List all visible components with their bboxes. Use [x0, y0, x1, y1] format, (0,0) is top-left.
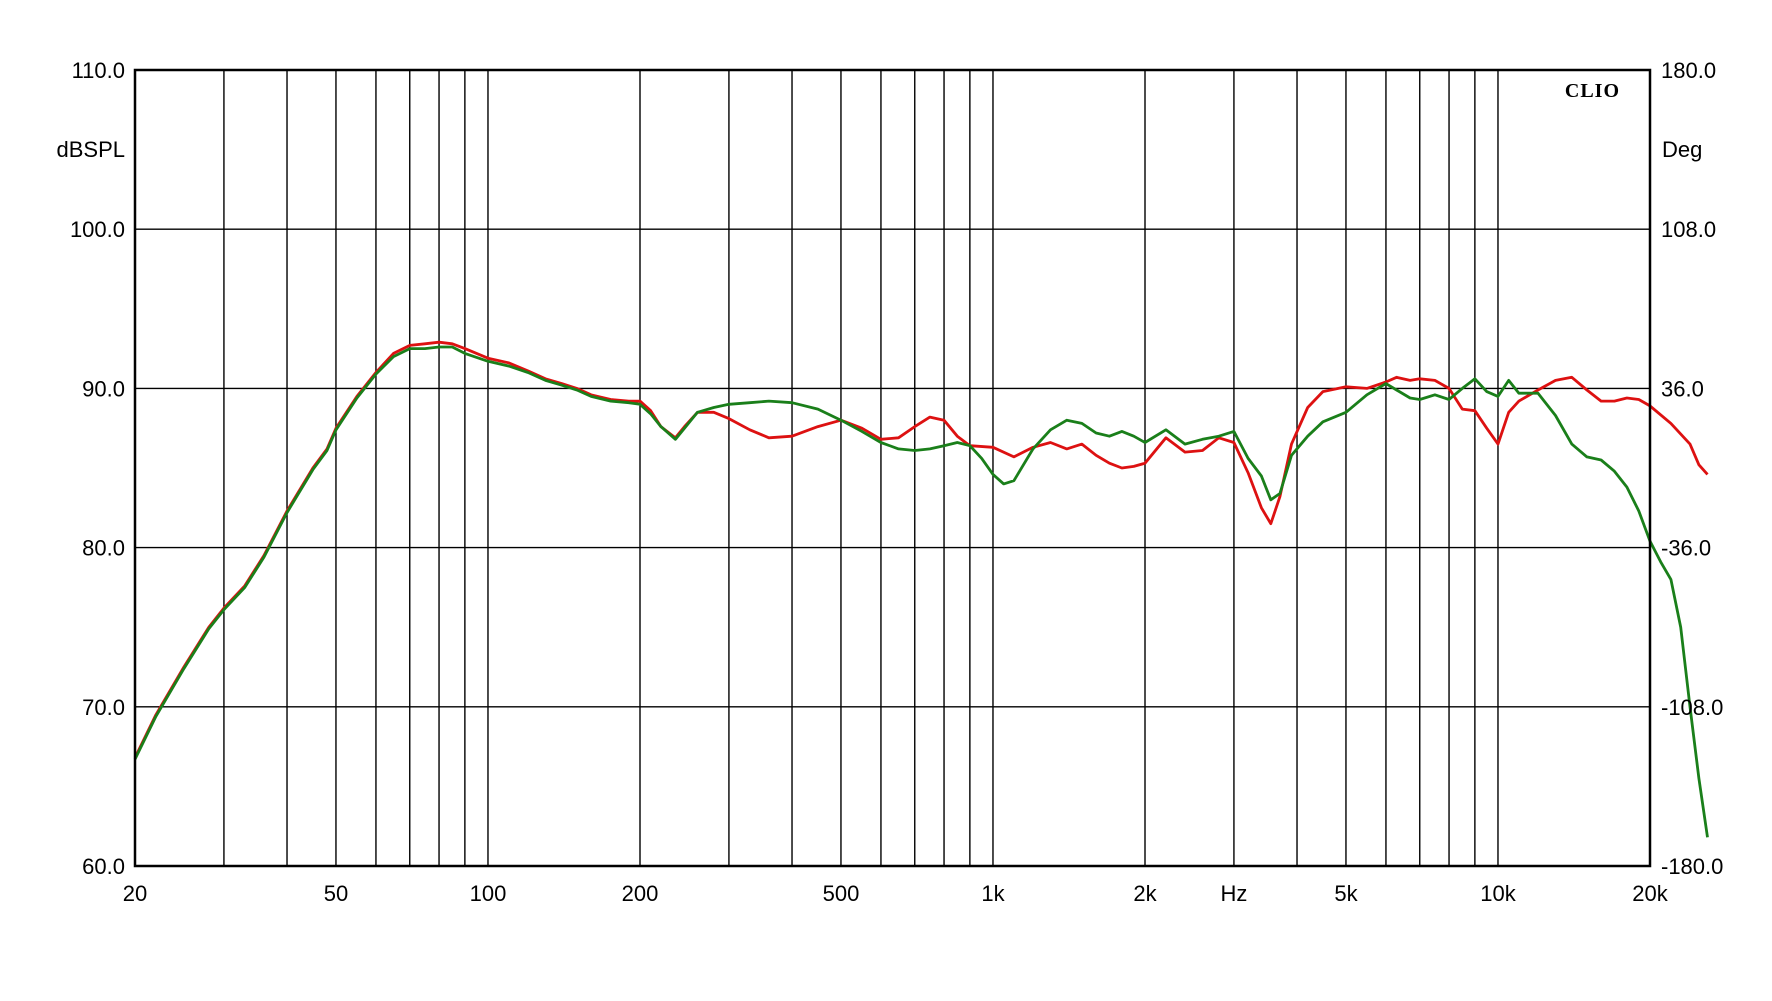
- y-left-tick-labels: 60.0 70.0 80.0 90.0 100.0 110.0: [70, 58, 125, 879]
- x-tick-label: 100: [470, 881, 507, 906]
- y-left-tick-label: 60.0: [82, 854, 125, 879]
- x-tick-label: 500: [823, 881, 860, 906]
- x-tick-label: 1k: [981, 881, 1005, 906]
- y-right-tick-labels: -180.0 -108.0 -36.0 36.0 108.0 180.0: [1661, 58, 1723, 879]
- y-right-tick-label: 108.0: [1661, 217, 1716, 242]
- series-line-2: [133, 345, 1709, 838]
- y-right-tick-label: -180.0: [1661, 854, 1723, 879]
- y-left-axis-label: dBSPL: [57, 137, 126, 162]
- y-left-tick-label: 70.0: [82, 695, 125, 720]
- series-lines: [133, 340, 1709, 838]
- plot-frame: [133, 68, 1652, 868]
- x-tick-labels: 20 50 100 200 500 1k 2k 5k 10k 20k: [123, 881, 1669, 906]
- y-left-tick-label: 100.0: [70, 217, 125, 242]
- y-left-tick-label: 80.0: [82, 536, 125, 561]
- x-tick-label: 200: [622, 881, 659, 906]
- x-tick-label: 5k: [1334, 881, 1358, 906]
- y-right-axis-label: Deg: [1662, 137, 1702, 162]
- clio-brand-label: CLIO: [1565, 80, 1620, 102]
- grid-lines: [135, 70, 1650, 866]
- y-right-tick-label: 180.0: [1661, 58, 1716, 83]
- x-tick-label: 50: [324, 881, 348, 906]
- x-tick-label: 10k: [1480, 881, 1516, 906]
- y-right-tick-label: 36.0: [1661, 376, 1704, 401]
- y-right-tick-label: -108.0: [1661, 695, 1723, 720]
- y-left-tick-label: 90.0: [82, 376, 125, 401]
- x-tick-label: 20: [123, 881, 147, 906]
- x-axis-label: Hz: [1220, 881, 1247, 906]
- x-tick-label: 20k: [1632, 881, 1668, 906]
- y-left-tick-label: 110.0: [72, 58, 125, 83]
- y-right-tick-label: -36.0: [1661, 536, 1711, 561]
- series-line-1: [133, 340, 1709, 759]
- x-tick-label: 2k: [1133, 881, 1157, 906]
